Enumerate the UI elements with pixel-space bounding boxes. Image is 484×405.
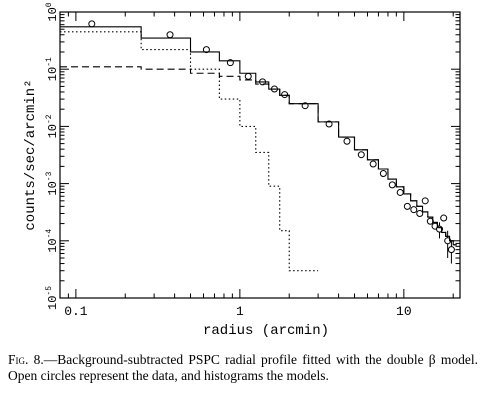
x-tick-label: 0.1 <box>64 304 88 319</box>
data-point <box>416 210 424 218</box>
data-point <box>244 72 252 80</box>
radial-profile-chart: 0.1 1 10 100 10-1 10-2 10-3 10-4 10-5 radius (ar… <box>23 2 461 339</box>
y-tick-text: 10-2 <box>45 114 60 138</box>
data-point <box>325 120 333 128</box>
y-tick-text: 10-3 <box>45 171 60 195</box>
y-tick-text: 10-1 <box>45 57 60 81</box>
data-point <box>343 137 351 145</box>
data-point <box>166 31 174 39</box>
y-tick-exponent: -5 <box>45 286 54 296</box>
data-point <box>388 181 396 189</box>
y-tick-mantissa: 10 <box>46 181 60 195</box>
y-tick-mantissa: 10 <box>46 67 60 81</box>
axis-labels: radius (arcmin) counts/sec/arcmin² <box>23 79 329 339</box>
data-point <box>202 46 210 54</box>
y-tick-mantissa: 10 <box>46 7 60 21</box>
data-point <box>410 206 418 214</box>
y-tick-label: 10-2 <box>45 114 60 138</box>
y-tick-label: 100 <box>45 2 60 21</box>
y-tick-text: 100 <box>45 2 60 21</box>
dashed-model-histogram <box>60 66 457 246</box>
data-point <box>426 217 434 225</box>
y-tick-label: 10-3 <box>45 171 60 195</box>
data-point <box>447 246 455 254</box>
solid-model-histogram <box>60 26 457 246</box>
caption-text: —Background-subtracted PSPC radial profi… <box>8 352 478 383</box>
y-tick-exponent: -4 <box>45 229 54 239</box>
x-tick-label: 1 <box>236 304 244 319</box>
y-tick-mantissa: 10 <box>46 124 60 138</box>
data-point <box>403 202 411 210</box>
y-tick-exponent: -2 <box>45 114 54 124</box>
plot-border <box>59 11 461 299</box>
data-point <box>301 102 309 110</box>
y-tick-label: 10-5 <box>45 286 60 310</box>
data-point <box>421 197 429 205</box>
y-axis-label: counts/sec/arcmin² <box>23 79 39 230</box>
data-point <box>379 170 387 178</box>
y-tick-mantissa: 10 <box>46 238 60 252</box>
caption-label: Fig. 8. <box>8 352 44 367</box>
y-tick-exponent: -3 <box>45 171 54 181</box>
x-tick-label: 10 <box>396 304 412 319</box>
plot-frame <box>59 11 461 299</box>
data-series <box>60 20 457 272</box>
y-tick-text: 10-5 <box>45 286 60 310</box>
data-point <box>396 188 404 196</box>
data-point <box>440 214 448 222</box>
data-point <box>369 160 377 168</box>
y-tick-exponent: -1 <box>45 57 54 67</box>
y-tick-text: 10-4 <box>45 229 60 253</box>
x-axis-label: radius (arcmin) <box>203 323 329 339</box>
data-point <box>88 20 96 28</box>
dotted-model-histogram <box>60 31 319 272</box>
y-tick-label: 10-4 <box>45 229 60 253</box>
data-point <box>357 151 365 159</box>
y-tick-mantissa: 10 <box>46 296 60 310</box>
y-tick-label: 10-1 <box>45 57 60 81</box>
figure-caption: Fig. 8.—Background-subtracted PSPC radia… <box>8 352 478 383</box>
y-tick-exponent: 0 <box>45 2 54 7</box>
data-point <box>281 91 289 99</box>
